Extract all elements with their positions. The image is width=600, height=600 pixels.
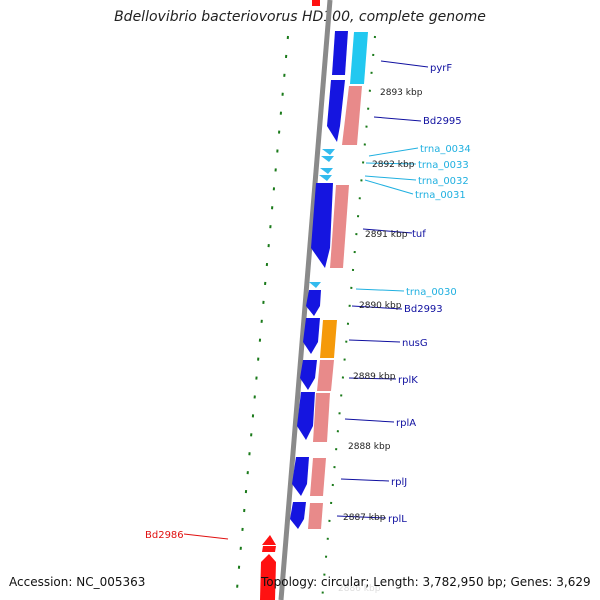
- kbp-label: 2891 kbp: [365, 230, 408, 240]
- forward-gene[interactable]: [292, 457, 309, 496]
- kbp-label: 2887 kbp: [343, 513, 386, 523]
- reverse-gene[interactable]: [342, 86, 362, 145]
- rplA-gene[interactable]: [313, 393, 330, 442]
- outer-tick-ring: [235, 35, 289, 600]
- kbp-label: 2889 kbp: [353, 372, 396, 382]
- gene-label-trna_0031[interactable]: trna_0031: [415, 190, 466, 201]
- gene-label-Bd2995[interactable]: Bd2995: [423, 116, 462, 127]
- tuf-gene[interactable]: [311, 183, 333, 268]
- gene-label-rplL[interactable]: rplL: [388, 514, 407, 525]
- gene-label-rplJ[interactable]: rplJ: [391, 477, 407, 488]
- forward-strand-genes: [290, 31, 348, 529]
- genome-title: Bdellovibrio bacteriovorus HD100, comple…: [114, 9, 486, 25]
- trna-genes: [309, 149, 335, 288]
- forward-gene[interactable]: [297, 392, 315, 440]
- forward-gene[interactable]: [332, 31, 348, 75]
- faded-coordinate-label: 2886 kbp: [338, 584, 381, 594]
- rplK-gene[interactable]: [317, 360, 334, 391]
- nusG-gene[interactable]: [320, 320, 337, 358]
- gene-label-trna_0034[interactable]: trna_0034: [420, 144, 471, 155]
- gene-label-trna_0030[interactable]: trna_0030: [406, 287, 457, 298]
- forward-gene[interactable]: [303, 318, 320, 354]
- trna-gene[interactable]: [321, 156, 334, 162]
- kbp-label: 2892 kbp: [372, 160, 415, 170]
- gene-label-trna_0033[interactable]: trna_0033: [418, 160, 469, 171]
- gene-label-nusG[interactable]: nusG: [402, 338, 428, 349]
- topology-text: Topology: circular; Length: 3,782,950 bp…: [261, 575, 591, 589]
- gene-labels: pyrF Bd2995 trna_0034 trna_0033 trna_003…: [145, 63, 471, 541]
- gene-label-trna_0032[interactable]: trna_0032: [418, 176, 469, 187]
- gene-label-pyrF[interactable]: pyrF: [430, 63, 452, 74]
- trna-gene[interactable]: [309, 282, 321, 288]
- gene-label-rplA[interactable]: rplA: [396, 418, 416, 429]
- kbp-label: 2893 kbp: [380, 88, 423, 98]
- trna-gene[interactable]: [319, 175, 332, 181]
- gene-label-Bd2986[interactable]: Bd2986: [145, 530, 184, 541]
- trna-gene[interactable]: [322, 149, 335, 155]
- kbp-label: 2888 kbp: [348, 442, 391, 452]
- highlighted-gene[interactable]: [260, 535, 276, 600]
- forward-gene[interactable]: [306, 290, 321, 316]
- forward-gene[interactable]: [300, 360, 317, 390]
- rplL-gene[interactable]: [308, 503, 323, 529]
- trna-gene[interactable]: [320, 168, 333, 174]
- accession-text: Accession: NC_005363: [9, 575, 146, 589]
- gene-label-tuf[interactable]: tuf: [412, 229, 426, 240]
- gene-label-Bd2993[interactable]: Bd2993: [404, 304, 443, 315]
- reverse-gene[interactable]: [330, 185, 349, 268]
- kbp-label: 2890 kbp: [359, 301, 402, 311]
- pyrF-gene[interactable]: [350, 32, 368, 84]
- rplJ-gene[interactable]: [310, 458, 326, 496]
- gene-label-rplK[interactable]: rplK: [398, 375, 418, 386]
- reverse-strand-genes: [308, 32, 368, 529]
- forward-gene[interactable]: [290, 502, 306, 529]
- forward-gene[interactable]: [327, 80, 345, 142]
- highlighted-gene-top[interactable]: [312, 0, 320, 6]
- label-leader-lines: [183, 60, 429, 540]
- genome-backbone: [278, 0, 333, 600]
- coordinate-labels: 2893 kbp 2892 kbp 2891 kbp 2890 kbp 2889…: [343, 88, 423, 523]
